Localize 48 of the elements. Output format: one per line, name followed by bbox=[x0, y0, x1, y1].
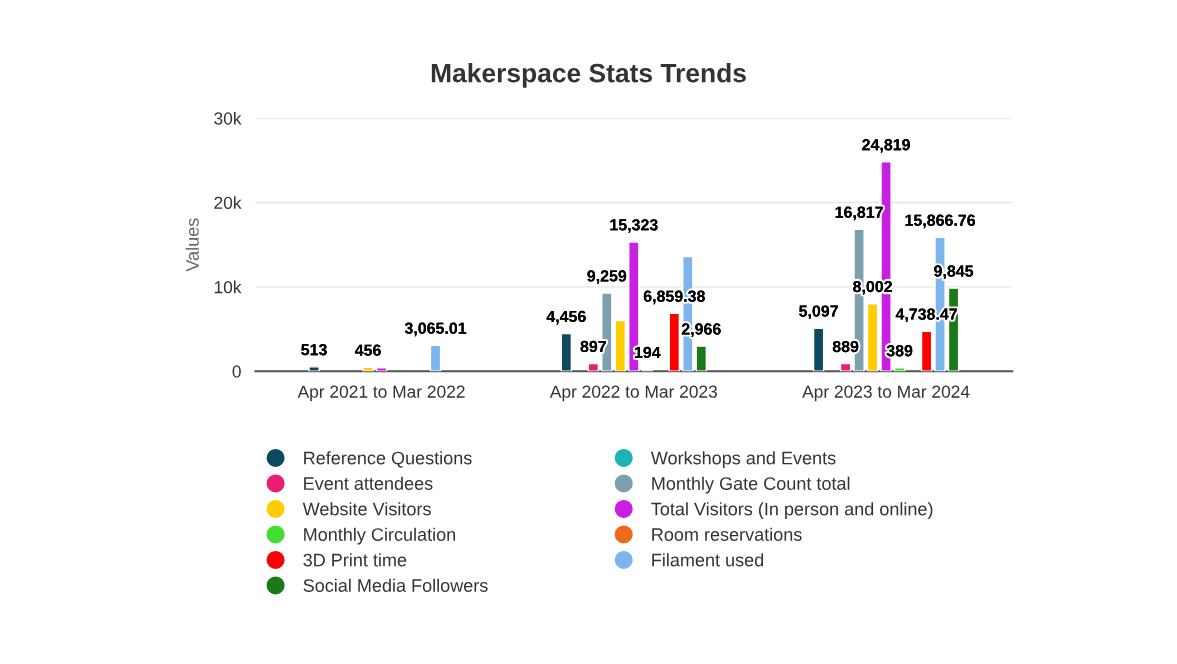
bar bbox=[866, 303, 879, 372]
bar bbox=[308, 366, 320, 372]
bar bbox=[587, 362, 600, 372]
bar bbox=[893, 367, 906, 372]
data-label: 9,259 bbox=[587, 270, 627, 284]
data-label: 513 bbox=[301, 344, 327, 356]
y-tick-label: 30k bbox=[214, 111, 242, 125]
data-label: 6,859.38 bbox=[643, 290, 705, 305]
bar bbox=[920, 330, 933, 372]
legend-label: Website Visitors bbox=[302, 502, 431, 516]
data-label: 15,323 bbox=[610, 219, 658, 233]
legend-label: Room reservations bbox=[652, 527, 802, 541]
data-label: 2,966 bbox=[681, 323, 721, 337]
data-label: 15,866.76 bbox=[905, 214, 976, 229]
legend-label: Monthly Circulation bbox=[304, 527, 456, 545]
x-tick-label: Apr 2021 to Mar 2022 bbox=[297, 385, 465, 402]
chart-title: Makerspace Stats Trends bbox=[431, 63, 746, 88]
bar bbox=[695, 345, 708, 372]
bar bbox=[614, 319, 627, 372]
legend-label: Total Visitors (In person and online) bbox=[651, 502, 933, 519]
data-label: 3,065.01 bbox=[404, 322, 467, 337]
bar bbox=[362, 366, 374, 372]
x-tick-label: Apr 2022 to Mar 2023 bbox=[549, 385, 718, 402]
bar bbox=[375, 367, 388, 372]
legend-label: Event attendees bbox=[304, 476, 433, 490]
y-axis-title: Values bbox=[185, 218, 199, 272]
legend-label: Monthly Gate Count total bbox=[652, 476, 850, 494]
data-label: 5,097 bbox=[799, 305, 838, 320]
y-tick-label: 20k bbox=[214, 196, 242, 209]
data-label: 456 bbox=[354, 344, 381, 356]
data-label: 4,456 bbox=[546, 310, 586, 325]
bar bbox=[668, 312, 681, 372]
data-label: 897 bbox=[580, 340, 606, 353]
y-tick-label: 10k bbox=[214, 280, 242, 294]
legend-label: Reference Questions bbox=[304, 451, 472, 468]
legend-label: Filament used bbox=[652, 553, 764, 567]
bar bbox=[812, 327, 825, 372]
legend-label: Workshops and Events bbox=[650, 451, 836, 468]
legend-label: Social Media Followers bbox=[303, 578, 488, 592]
data-label: 9,845 bbox=[934, 265, 974, 279]
bar bbox=[429, 344, 442, 372]
data-label: 889 bbox=[832, 340, 859, 353]
data-label: 24,819 bbox=[862, 139, 910, 153]
y-tick-label: 0 bbox=[232, 365, 241, 378]
legend-label: 3D Print time bbox=[303, 553, 407, 567]
x-tick-label: Apr 2023 to Mar 2024 bbox=[802, 385, 970, 402]
bar bbox=[839, 362, 852, 372]
bar bbox=[560, 332, 573, 372]
